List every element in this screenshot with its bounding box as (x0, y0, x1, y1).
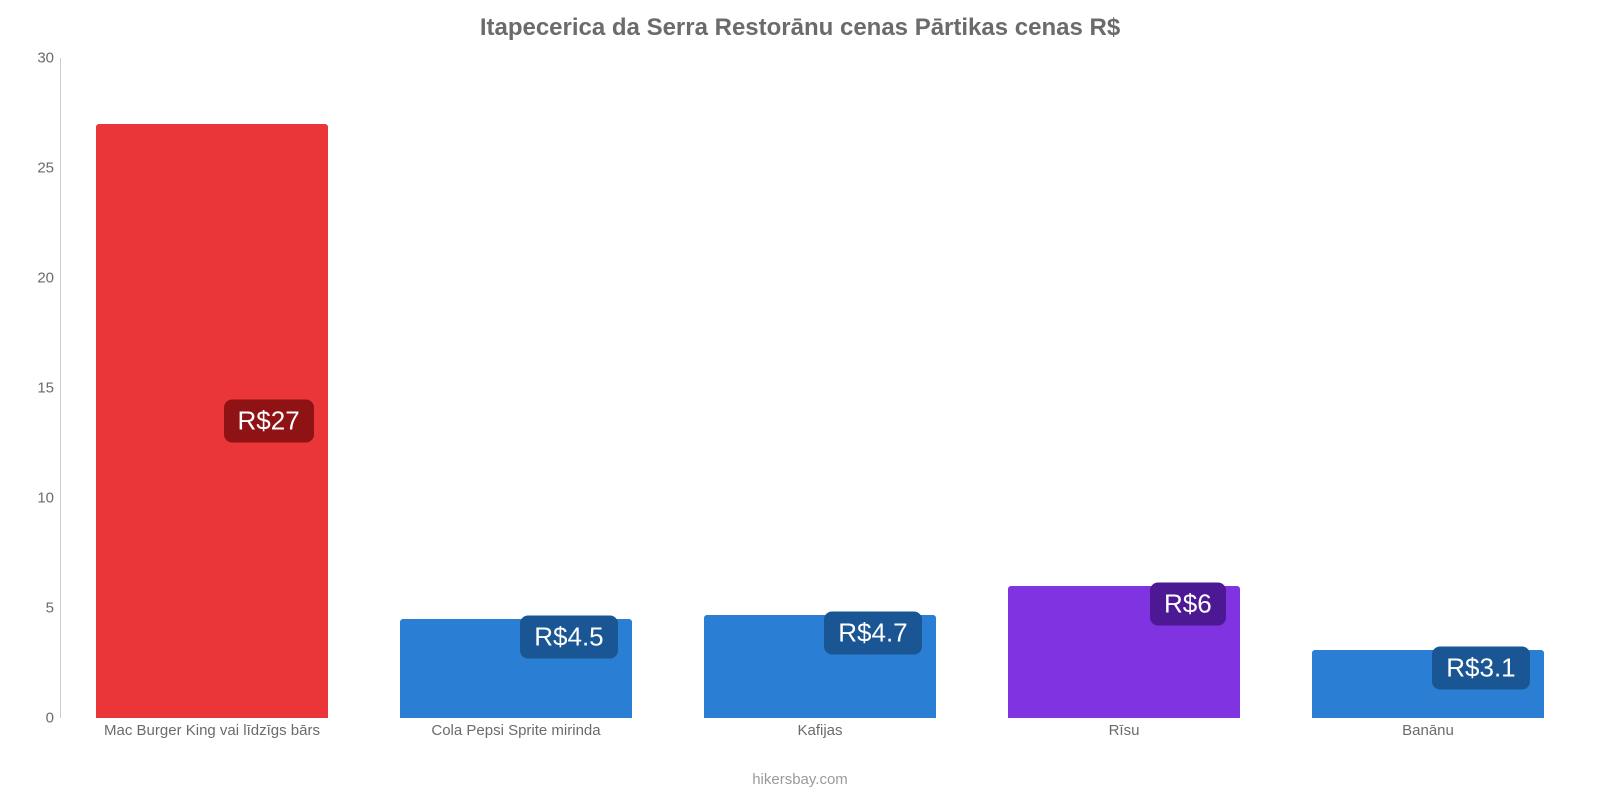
bars-container: R$27 R$4.5 R$4.7 R$6 R$3.1 (60, 58, 1580, 718)
chart-title: Itapecerica da Serra Restorānu cenas Pār… (0, 0, 1600, 42)
bar: R$6 (1008, 586, 1239, 718)
x-tick-label: Cola Pepsi Sprite mirinda (364, 722, 668, 739)
bar-slot: R$3.1 (1276, 58, 1580, 718)
value-badge: R$3.1 (1432, 646, 1529, 689)
bar: R$4.7 (704, 615, 935, 718)
value-badge: R$4.5 (520, 616, 617, 659)
value-badge: R$6 (1150, 583, 1226, 626)
bar-slot: R$6 (972, 58, 1276, 718)
y-tick-label: 10 (10, 490, 54, 507)
y-tick-label: 30 (10, 50, 54, 67)
value-badge: R$4.7 (824, 611, 921, 654)
value-badge: R$27 (224, 400, 314, 443)
y-tick-label: 0 (10, 710, 54, 727)
y-tick-label: 25 (10, 160, 54, 177)
bar-slot: R$4.7 (668, 58, 972, 718)
x-tick-label: Kafijas (668, 722, 972, 739)
bar-slot: R$27 (60, 58, 364, 718)
y-tick-label: 5 (10, 600, 54, 617)
x-tick-label: Mac Burger King vai līdzīgs bārs (60, 722, 364, 739)
bar-slot: R$4.5 (364, 58, 668, 718)
plot-area: R$27R$4.5R$4.7R$6R$3.1 051015202530 (60, 58, 1580, 718)
y-tick-label: 15 (10, 380, 54, 397)
price-bar-chart: Itapecerica da Serra Restorānu cenas Pār… (0, 0, 1600, 800)
x-axis-labels: Mac Burger King vai līdzīgs bārsCola Pep… (60, 722, 1580, 739)
bar: R$4.5 (400, 619, 631, 718)
y-tick-label: 20 (10, 270, 54, 287)
x-tick-label: Banānu (1276, 722, 1580, 739)
chart-footer: hikersbay.com (0, 771, 1600, 788)
bar: R$3.1 (1312, 650, 1543, 718)
bar: R$27 (96, 124, 327, 718)
x-tick-label: Rīsu (972, 722, 1276, 739)
